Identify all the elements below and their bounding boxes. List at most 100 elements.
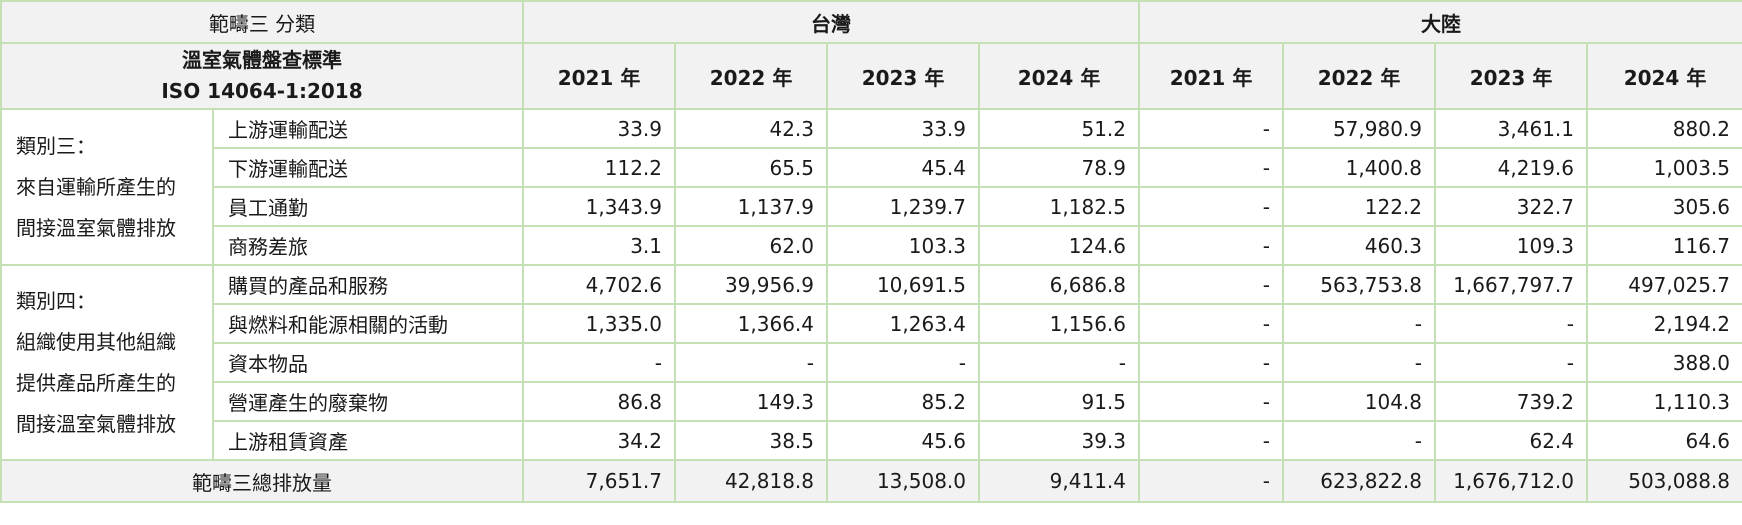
value-cell: -: [1282, 420, 1437, 461]
value-cell: 4,702.6: [522, 264, 677, 305]
year-header: 2024 年: [1586, 42, 1742, 110]
category-label-line: 來自運輸所產生的: [16, 174, 176, 199]
value-cell: 57,980.9: [1282, 108, 1437, 149]
value-cell: 33.9: [826, 108, 981, 149]
header-row-years: 溫室氣體盤查標準 ISO 14064-1:2018 2021 年 2022 年 …: [0, 42, 1742, 110]
value-cell: -: [1138, 186, 1285, 227]
category-label-line: 提供產品所產生的: [16, 370, 176, 395]
value-cell: -: [1138, 225, 1285, 266]
value-cell: 305.6: [1586, 186, 1742, 227]
item-label: 上游租賃資產: [211, 420, 525, 461]
item-label: 上游運輸配送: [211, 108, 525, 149]
table-row: 與燃料和能源相關的活動 1,335.0 1,366.4 1,263.4 1,15…: [1, 303, 1742, 344]
value-cell: 1,182.5: [978, 186, 1141, 227]
scope3-emissions-table: 範疇三 分類 台灣 大陸 溫室氣體盤查標準 ISO 14064-1:2018 2…: [0, 0, 1742, 503]
value-cell: 1,400.8: [1282, 147, 1437, 188]
value-cell: 65.5: [674, 147, 829, 188]
standard-header-line2: ISO 14064-1:2018: [161, 79, 363, 103]
value-cell: -: [826, 342, 981, 383]
value-cell: 104.8: [1282, 381, 1437, 422]
value-cell: 85.2: [826, 381, 981, 422]
table-row: 上游租賃資產 34.2 38.5 45.6 39.3 - - 62.4 64.6: [1, 420, 1742, 461]
value-cell: 2,194.2: [1586, 303, 1742, 344]
value-cell: -: [1138, 108, 1285, 149]
value-cell: 1,239.7: [826, 186, 981, 227]
value-cell: 62.0: [674, 225, 829, 266]
item-label: 員工通勤: [211, 186, 525, 227]
value-cell: -: [1434, 342, 1589, 383]
value-cell: 1,003.5: [1586, 147, 1742, 188]
value-cell: 1,366.4: [674, 303, 829, 344]
value-cell: -: [1282, 342, 1437, 383]
value-cell: 1,335.0: [522, 303, 677, 344]
value-cell: -: [978, 342, 1141, 383]
value-cell: 34.2: [522, 420, 677, 461]
value-cell: 45.4: [826, 147, 981, 188]
value-cell: 739.2: [1434, 381, 1589, 422]
total-value-cell: 1,676,712.0: [1434, 459, 1589, 503]
value-cell: 1,343.9: [522, 186, 677, 227]
table-row: 員工通勤 1,343.9 1,137.9 1,239.7 1,182.5 - 1…: [1, 186, 1742, 227]
value-cell: 38.5: [674, 420, 829, 461]
category-label-line: 組織使用其他組織: [16, 329, 176, 354]
item-label: 資本物品: [211, 342, 525, 383]
value-cell: -: [1138, 342, 1285, 383]
value-cell: 91.5: [978, 381, 1141, 422]
year-header: 2021 年: [522, 42, 677, 110]
category-label-line: 間接溫室氣體排放: [16, 215, 176, 240]
total-value-cell: -: [1138, 459, 1285, 503]
value-cell: -: [674, 342, 829, 383]
item-label: 營運產生的廢棄物: [211, 381, 525, 422]
total-value-cell: 42,818.8: [674, 459, 829, 503]
value-cell: 1,156.6: [978, 303, 1141, 344]
value-cell: 78.9: [978, 147, 1141, 188]
value-cell: 3.1: [522, 225, 677, 266]
value-cell: 62.4: [1434, 420, 1589, 461]
region-header-taiwan: 台灣: [522, 0, 1141, 44]
value-cell: 112.2: [522, 147, 677, 188]
item-label: 購買的產品和服務: [211, 264, 525, 305]
category-label-line: 類別三：: [16, 133, 96, 158]
table-row: 下游運輸配送 112.2 65.5 45.4 78.9 - 1,400.8 4,…: [1, 147, 1742, 188]
value-cell: 3,461.1: [1434, 108, 1589, 149]
total-value-cell: 503,088.8: [1586, 459, 1742, 503]
item-label: 商務差旅: [211, 225, 525, 266]
value-cell: 1,667,797.7: [1434, 264, 1589, 305]
value-cell: -: [1138, 381, 1285, 422]
value-cell: -: [1282, 303, 1437, 344]
value-cell: 42.3: [674, 108, 829, 149]
total-value-cell: 9,411.4: [978, 459, 1141, 503]
value-cell: 124.6: [978, 225, 1141, 266]
value-cell: -: [522, 342, 677, 383]
value-cell: 4,219.6: [1434, 147, 1589, 188]
value-cell: 39.3: [978, 420, 1141, 461]
table-row: 營運產生的廢棄物 86.8 149.3 85.2 91.5 - 104.8 73…: [1, 381, 1742, 422]
total-label: 範疇三總排放量: [0, 459, 525, 503]
table-row: 商務差旅 3.1 62.0 103.3 124.6 - 460.3 109.3 …: [1, 225, 1742, 266]
value-cell: 45.6: [826, 420, 981, 461]
value-cell: 880.2: [1586, 108, 1742, 149]
total-value-cell: 13,508.0: [826, 459, 981, 503]
item-label: 與燃料和能源相關的活動: [211, 303, 525, 344]
value-cell: 103.3: [826, 225, 981, 266]
total-value-cell: 623,822.8: [1282, 459, 1437, 503]
value-cell: 1,137.9: [674, 186, 829, 227]
value-cell: -: [1434, 303, 1589, 344]
value-cell: 1,110.3: [1586, 381, 1742, 422]
value-cell: 322.7: [1434, 186, 1589, 227]
value-cell: 116.7: [1586, 225, 1742, 266]
value-cell: 563,753.8: [1282, 264, 1437, 305]
table-row: 資本物品 - - - - - - - 388.0: [1, 342, 1742, 383]
year-header: 2022 年: [674, 42, 829, 110]
category-3-label: 類別三： 來自運輸所產生的 間接溫室氣體排放: [0, 108, 214, 266]
standard-header: 溫室氣體盤查標準 ISO 14064-1:2018: [0, 42, 525, 110]
item-label: 下游運輸配送: [211, 147, 525, 188]
value-cell: 86.8: [522, 381, 677, 422]
table-body: 範疇三 分類 台灣 大陸 溫室氣體盤查標準 ISO 14064-1:2018 2…: [0, 0, 1742, 503]
table-row: 類別三： 來自運輸所產生的 間接溫室氣體排放 上游運輸配送 33.9 42.3 …: [0, 108, 1742, 266]
value-cell: -: [1138, 303, 1285, 344]
value-cell: 33.9: [522, 108, 677, 149]
value-cell: 10,691.5: [826, 264, 981, 305]
total-value-cell: 7,651.7: [522, 459, 677, 503]
value-cell: -: [1138, 147, 1285, 188]
